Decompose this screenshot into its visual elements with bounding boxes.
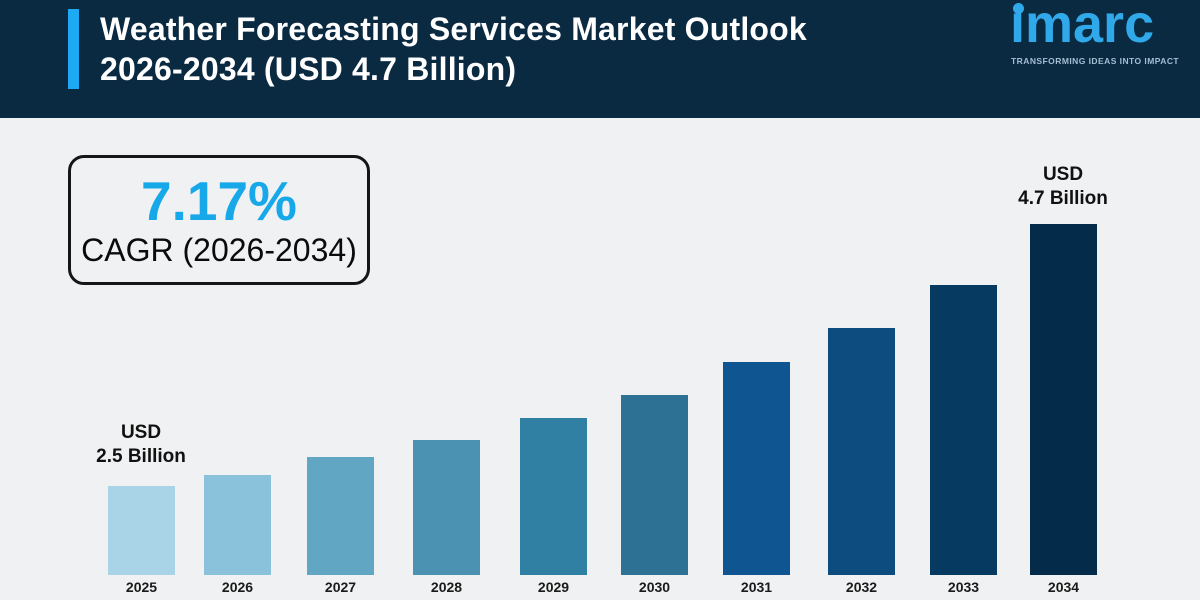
bar-2027 <box>307 457 374 575</box>
cagr-value: 7.17% <box>141 170 297 232</box>
x-tick-2028: 2028 <box>430 579 463 595</box>
bar-2031 <box>723 362 790 575</box>
logo-wordmark: ımarc <box>1010 0 1155 54</box>
bar-2034 <box>1030 224 1097 575</box>
x-tick-2032: 2032 <box>845 579 878 595</box>
bar-2026 <box>204 475 271 575</box>
cagr-badge: 7.17% CAGR (2026-2034) <box>68 155 370 285</box>
x-tick-2027: 2027 <box>324 579 357 595</box>
x-tick-2029: 2029 <box>537 579 570 595</box>
x-tick-2031: 2031 <box>740 579 773 595</box>
last-bar-value-line1: USD <box>1042 164 1084 185</box>
bar-2032 <box>828 328 895 575</box>
bar-2029 <box>520 418 587 575</box>
x-tick-2026: 2026 <box>221 579 254 595</box>
x-tick-2025: 2025 <box>125 579 158 595</box>
imarc-logo: ımarc TRANSFORMING IDEAS INTO IMPACT <box>1010 0 1179 110</box>
x-tick-2030: 2030 <box>638 579 671 595</box>
bar-2033 <box>930 285 997 575</box>
cagr-label: CAGR (2026-2034) <box>81 232 357 268</box>
first-bar-value-line2: 2.5 Billion <box>96 446 186 467</box>
page-title-line1: Weather Forecasting Services Market Outl… <box>100 11 807 47</box>
logo-i-dot-icon <box>1013 3 1024 14</box>
title-accent-bar <box>68 9 79 89</box>
bar-2030 <box>621 395 688 575</box>
first-bar-value-label: USD 2.5 Billion <box>41 421 241 469</box>
last-bar-value-line2: 4.7 Billion <box>1018 188 1108 209</box>
last-bar-value-label: USD 4.7 Billion <box>963 163 1163 211</box>
page-title-line2: 2026-2034 (USD 4.7 Billion) <box>100 51 517 87</box>
x-tick-2033: 2033 <box>947 579 980 595</box>
header: Weather Forecasting Services Market Outl… <box>0 0 1200 118</box>
logo-tagline: TRANSFORMING IDEAS INTO IMPACT <box>1011 56 1180 66</box>
bar-2025 <box>108 486 175 575</box>
bar-2028 <box>413 440 480 575</box>
x-tick-2034: 2034 <box>1047 579 1080 595</box>
first-bar-value-line1: USD <box>120 422 162 443</box>
page-title: Weather Forecasting Services Market Outl… <box>100 9 807 89</box>
